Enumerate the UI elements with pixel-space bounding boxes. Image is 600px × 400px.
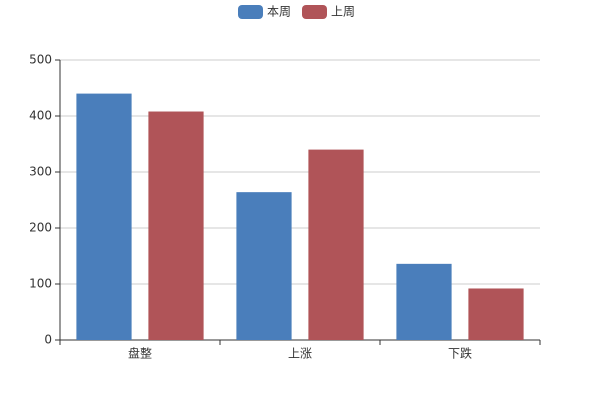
y-tick-label: 200: [29, 221, 52, 235]
x-tick-label: 盘整: [128, 346, 152, 361]
y-tick-label: 0: [44, 333, 52, 347]
y-tick-label: 100: [29, 277, 52, 291]
legend-swatch: [238, 5, 263, 19]
legend-swatch: [302, 5, 327, 19]
x-tick-label: 下跌: [448, 346, 472, 361]
bar: [236, 192, 292, 340]
y-tick-label: 300: [29, 165, 52, 179]
legend-label: 本周: [267, 5, 291, 19]
y-tick-label: 500: [29, 53, 52, 67]
y-tick-label: 400: [29, 109, 52, 123]
bar: [308, 149, 364, 340]
bar: [76, 93, 132, 340]
bar: [148, 111, 204, 341]
bar: [396, 263, 452, 340]
x-tick-label: 上涨: [288, 346, 312, 361]
bar: [468, 288, 524, 340]
legend-label: 上周: [331, 5, 355, 19]
